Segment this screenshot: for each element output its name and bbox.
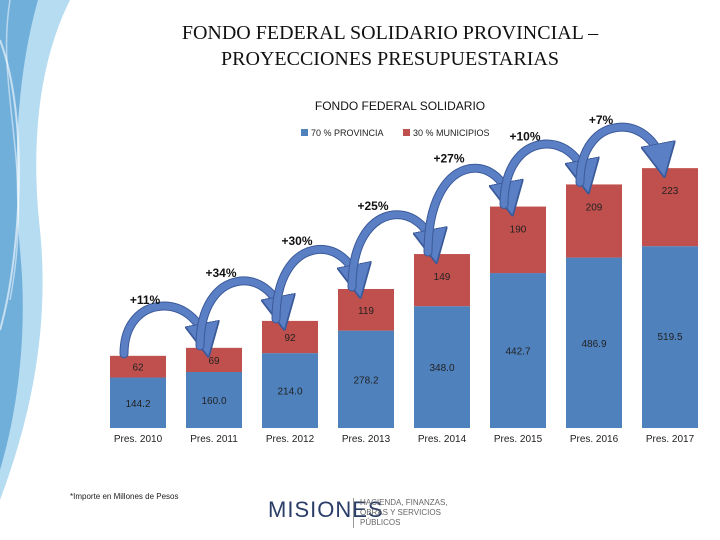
value-label-provincia-5: 442.7 [505,347,530,358]
category-label-1: Pres. 2011 [190,434,238,445]
logo-brand: MISIONES [268,497,384,522]
legend-swatch-provincia [301,129,308,136]
title-line-1: FONDO FEDERAL SOLIDARIO PROVINCIAL – [181,22,599,44]
category-label-5: Pres. 2015 [494,434,543,445]
growth-label-5: +10% [509,129,540,143]
chart-title: FONDO FEDERAL SOLIDARIO [315,99,485,113]
title-line-2: PROYECCIONES PRESUPUESTARIAS [221,48,559,70]
category-label-3: Pres. 2013 [342,434,391,445]
value-label-municipios-5: 190 [510,225,527,236]
bar-provincia-5 [490,273,546,428]
growth-label-3: +25% [357,199,388,213]
legend-swatch-municipios [403,129,410,136]
value-label-provincia-7: 519.5 [657,332,682,343]
stacked-bar-chart: FONDO FEDERAL SOLIDARIO 70 % PROVINCIA 3… [110,99,698,445]
category-label-0: Pres. 2010 [114,434,163,445]
bar-provincia-6 [566,257,622,428]
growth-arrow-6 [576,123,662,186]
value-label-provincia-1: 160.0 [201,396,226,407]
logo-subtitle-line-1: HACIENDA, FINANZAS, [360,498,448,507]
logo-subtitle-line-2: OBRAS Y SERVICIOS PÚBLICOS [360,508,441,527]
category-label-4: Pres. 2014 [418,434,467,445]
value-label-municipios-3: 119 [358,306,374,317]
growth-label-4: +27% [433,152,464,166]
value-label-provincia-4: 348.0 [429,363,454,374]
footnote: *Importe en Millones de Pesos [70,492,179,501]
misiones-logo: MISIONES HACIENDA, FINANZAS, OBRAS Y SER… [258,496,458,528]
bar-provincia-0 [110,377,166,428]
bar-provincia-1 [186,372,242,428]
legend-label-municipios: 30 % MUNICIPIOS [413,128,490,138]
logo-subtitle: HACIENDA, FINANZAS, OBRAS Y SERVICIOS PÚ… [353,498,460,528]
growth-label-0: +11% [130,293,161,307]
bar-municipios-7 [642,168,698,247]
slide-title: FONDO FEDERAL SOLIDARIO PROVINCIAL – PRO… [110,20,670,72]
category-label-2: Pres. 2012 [266,434,315,445]
bar-municipios-0 [110,355,166,378]
bar-provincia-4 [414,306,470,428]
value-label-municipios-1: 69 [208,356,220,367]
value-label-municipios-0: 62 [132,363,144,374]
value-label-provincia-0: 144.2 [125,399,150,410]
value-label-municipios-2: 92 [284,333,296,344]
value-label-municipios-7: 223 [662,186,679,197]
bar-municipios-6 [566,184,622,258]
category-label-7: Pres. 2017 [646,434,695,445]
bar-municipios-5 [490,206,546,274]
value-label-municipios-4: 149 [434,272,451,283]
bar-provincia-7 [642,246,698,428]
growth-label-6: +7% [589,113,614,127]
growth-label-1: +34% [205,266,236,280]
bar-provincia-2 [262,353,318,428]
bar-provincia-3 [338,330,394,428]
value-label-provincia-2: 214.0 [277,387,302,398]
value-label-municipios-6: 209 [586,202,603,213]
value-label-provincia-3: 278.2 [353,375,378,386]
legend-label-provincia: 70 % PROVINCIA [311,128,384,138]
growth-label-2: +30% [281,234,312,248]
category-label-6: Pres. 2016 [570,434,619,445]
value-label-provincia-6: 486.9 [581,339,606,350]
